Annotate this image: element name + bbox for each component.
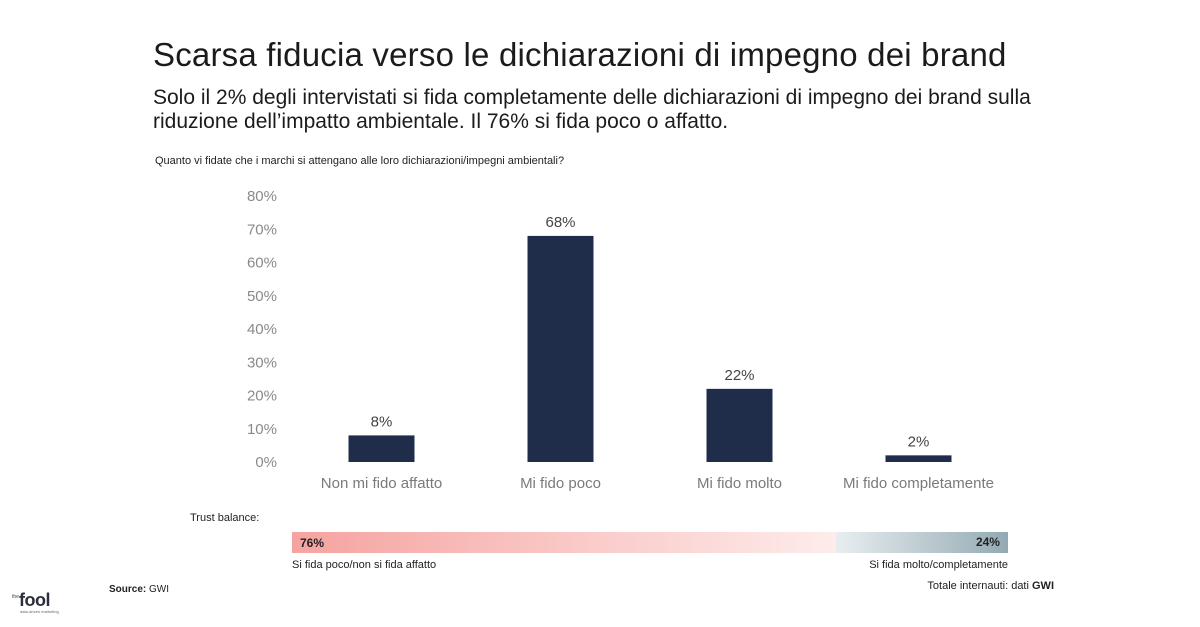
trust-negative-label: Si fida poco/non si fida affatto (292, 559, 437, 571)
trust-positive-label: Si fida molto/completamente (869, 559, 1008, 571)
source-value: GWI (149, 584, 170, 595)
y-axis-ticks: 0% 10% 20% 30% 40% 50% 60% 70% 80% (247, 188, 277, 471)
y-tick-label: 70% (247, 221, 277, 238)
bar (706, 388, 773, 462)
y-tick-label: 10% (247, 421, 277, 438)
y-tick-label: 30% (247, 354, 277, 371)
total-note: Totale internauti: dati GWI (927, 580, 1054, 592)
page-subtitle: Solo il 2% degli intervistati si fida co… (153, 86, 1031, 133)
source-label: Source: (109, 584, 147, 595)
category-labels: Non mi fido affatto Mi fido poco Mi fido m… (321, 475, 994, 492)
chart-question: Quanto vi fidate che i marchi si attenga… (155, 155, 565, 167)
logo-main-text: fool (19, 590, 51, 610)
y-tick-label: 60% (247, 255, 277, 272)
x-category-label: Mi fido completamente (843, 475, 994, 492)
bar-value-label: 22% (724, 367, 754, 384)
total-prefix: Totale internauti: dati (927, 580, 1029, 592)
bar-value-label: 68% (545, 214, 575, 231)
logo-small-text: the (12, 594, 19, 600)
bar-value-label: 2% (908, 433, 930, 450)
trust-positive-segment: 24% (836, 532, 1008, 553)
source-note: Source: GWI (109, 584, 169, 595)
bar (885, 455, 952, 462)
trust-negative-value: 76% (300, 536, 325, 550)
x-category-label: Mi fido poco (520, 475, 601, 492)
total-source: GWI (1032, 580, 1054, 592)
y-tick-label: 0% (255, 454, 277, 471)
logo-tagline: data-driven marketing (20, 609, 59, 614)
page-title: Scarsa fiducia verso le dichiarazioni di… (153, 36, 1007, 73)
brand-logo: the fool data-driven marketing (10, 590, 60, 616)
y-tick-label: 40% (247, 321, 277, 338)
y-tick-label: 50% (247, 288, 277, 305)
x-category-label: Mi fido molto (697, 475, 782, 492)
bar (527, 235, 594, 462)
y-tick-label: 20% (247, 388, 277, 405)
trust-positive-value: 24% (975, 535, 1000, 549)
y-tick-label: 80% (247, 188, 277, 205)
bars (348, 235, 952, 462)
trust-balance-bar: 76% 24% (292, 532, 1008, 553)
trust-negative-segment: 76% (292, 532, 837, 553)
x-category-label: Non mi fido affatto (321, 475, 442, 492)
bar-chart: 0% 10% 20% 30% 40% 50% 60% 70% 80% 8% 68% 22% 2% No… (247, 188, 994, 492)
bar-value-label: 8% (371, 413, 393, 430)
bar (348, 435, 415, 462)
trust-balance-title: Trust balance: (190, 512, 260, 524)
data-labels: 8% 68% 22% 2% (371, 214, 930, 450)
